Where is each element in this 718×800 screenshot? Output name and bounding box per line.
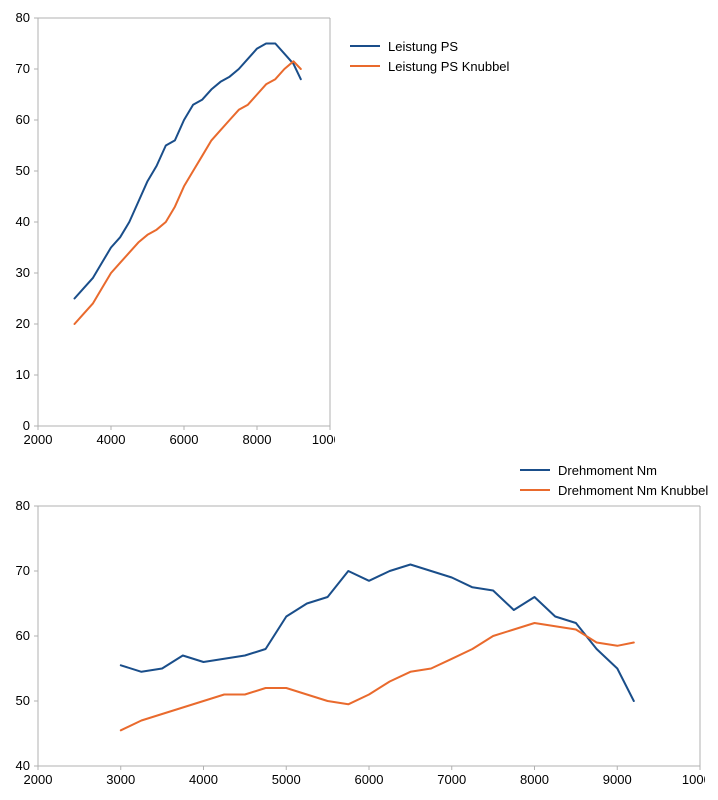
svg-text:3000: 3000: [106, 772, 135, 787]
svg-text:40: 40: [16, 758, 30, 773]
power-chart: 0 10 20 30 40 50 60 70 80 2000 4000 6000 8000 10000: [0, 12, 335, 450]
svg-text:60: 60: [16, 112, 30, 127]
legend-swatch: [350, 45, 380, 47]
svg-text:5000: 5000: [272, 772, 301, 787]
svg-text:6000: 6000: [355, 772, 384, 787]
torque-chart-svg: 40 50 60 70 80 2000 3000 4000 5000 6000 7000 8000 90…: [0, 500, 705, 790]
svg-text:10: 10: [16, 367, 30, 382]
svg-text:20: 20: [16, 316, 30, 331]
svg-text:50: 50: [16, 693, 30, 708]
legend-swatch: [520, 489, 550, 491]
legend-swatch: [520, 469, 550, 471]
svg-text:4000: 4000: [97, 432, 126, 447]
legend-item: Leistung PS: [350, 36, 509, 56]
legend-swatch: [350, 65, 380, 67]
legend-label: Drehmoment Nm: [558, 463, 657, 478]
legend-item: Leistung PS Knubbel: [350, 56, 509, 76]
torque-chart: 40 50 60 70 80 2000 3000 4000 5000 6000 7000 8000 90…: [0, 500, 705, 790]
power-chart-legend: Leistung PS Leistung PS Knubbel: [350, 36, 509, 76]
svg-text:4000: 4000: [189, 772, 218, 787]
legend-label: Leistung PS: [388, 39, 458, 54]
svg-text:80: 80: [16, 500, 30, 513]
svg-text:70: 70: [16, 563, 30, 578]
svg-text:10000: 10000: [682, 772, 705, 787]
svg-text:30: 30: [16, 265, 30, 280]
svg-text:8000: 8000: [520, 772, 549, 787]
svg-text:6000: 6000: [170, 432, 199, 447]
svg-text:7000: 7000: [437, 772, 466, 787]
legend-label: Drehmoment Nm Knubbel: [558, 483, 708, 498]
svg-text:10000: 10000: [312, 432, 335, 447]
svg-text:2000: 2000: [24, 432, 53, 447]
svg-text:40: 40: [16, 214, 30, 229]
legend-item: Drehmoment Nm Knubbel: [520, 480, 708, 500]
svg-text:2000: 2000: [24, 772, 53, 787]
torque-chart-legend: Drehmoment Nm Drehmoment Nm Knubbel: [520, 460, 708, 500]
svg-text:50: 50: [16, 163, 30, 178]
power-chart-svg: 0 10 20 30 40 50 60 70 80 2000 4000 6000 8000 10000: [0, 12, 335, 450]
legend-label: Leistung PS Knubbel: [388, 59, 509, 74]
page: 0 10 20 30 40 50 60 70 80 2000 4000 6000 8000 10000 L…: [0, 0, 718, 800]
svg-text:60: 60: [16, 628, 30, 643]
svg-text:0: 0: [23, 418, 30, 433]
svg-text:70: 70: [16, 61, 30, 76]
svg-text:9000: 9000: [603, 772, 632, 787]
svg-text:80: 80: [16, 12, 30, 25]
svg-text:8000: 8000: [243, 432, 272, 447]
legend-item: Drehmoment Nm: [520, 460, 708, 480]
